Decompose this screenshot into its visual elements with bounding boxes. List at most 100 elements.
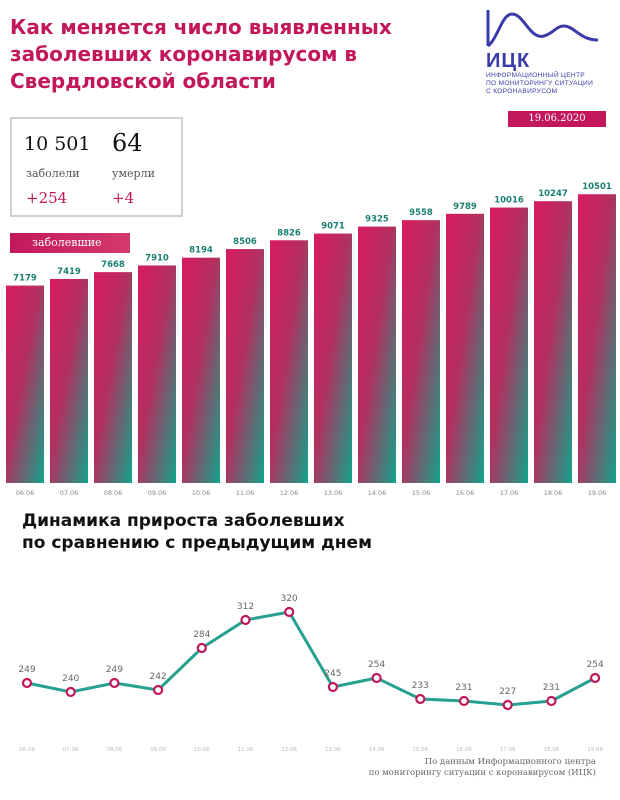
cases-delta: +254 <box>26 189 68 207</box>
cases-total: 10 501 <box>24 133 91 155</box>
growth-line <box>26 610 596 707</box>
bar-value-label: 9071 <box>321 222 345 232</box>
bar-x-tick-label: 10.06 <box>192 489 211 497</box>
bar-14.06 <box>358 226 396 483</box>
line-point-16.06 <box>458 695 470 707</box>
line-value-label: 312 <box>237 602 254 612</box>
bar-09.06 <box>138 265 176 483</box>
bar-x-tick-label: 12.06 <box>280 489 299 497</box>
line-x-tick-label: 06.06 <box>19 747 35 753</box>
bar-19.06 <box>578 194 616 483</box>
bar-value-label: 9558 <box>409 208 433 218</box>
logo-sub-line-1: ИНФОРМАЦИОННЫЙ ЦЕНТР <box>486 72 585 79</box>
line-point-11.06 <box>240 614 251 626</box>
line-point-10.06 <box>196 642 207 654</box>
line-value-label: 231 <box>543 683 560 693</box>
line-x-tick-label: 09.06 <box>150 747 166 753</box>
line-point-06.06 <box>21 677 33 689</box>
logo-wave-icon <box>486 10 599 48</box>
bar-x-tick-label: 11.06 <box>236 489 255 497</box>
line-value-label: 240 <box>62 674 79 684</box>
section-title-line-2: по сравнению с предыдущим днем <box>22 533 372 553</box>
line-x-tick-label: 17.06 <box>500 747 516 753</box>
logo-sub-line-2: ПО МОНИТОРИНГУ СИТУАЦИИ <box>486 80 594 87</box>
bar-x-tick-label: 13.06 <box>324 489 343 497</box>
logo-sub-line-3: С КОРОНАВИРУСОМ <box>486 88 558 95</box>
line-x-tick-label: 08.06 <box>107 747 123 753</box>
line-point-12.06 <box>284 606 295 618</box>
line-point-17.06 <box>502 699 513 711</box>
bar-12.06 <box>270 240 308 483</box>
bar-value-label: 7910 <box>145 253 169 263</box>
line-point-09.06 <box>153 684 164 696</box>
bar-x-tick-label: 15.06 <box>412 489 431 497</box>
line-value-label: 249 <box>106 665 123 675</box>
line-value-label: 254 <box>587 660 604 670</box>
line-point-15.06 <box>415 693 426 705</box>
bar-value-label: 10501 <box>582 182 612 192</box>
footer-line-1: По данным Информационного центра <box>424 757 596 767</box>
bar-value-label: 7179 <box>13 274 37 284</box>
bar-17.06 <box>490 207 528 483</box>
line-x-tick-label: 19.06 <box>587 747 603 753</box>
line-x-tick-label: 15.06 <box>412 747 428 753</box>
deaths-delta: +4 <box>112 189 135 207</box>
line-point-14.06 <box>371 672 382 684</box>
logo-subtitle: ИНФОРМАЦИОННЫЙ ЦЕНТР ПО МОНИТОРИНГУ СИТУ… <box>486 72 614 96</box>
line-x-tick-label: 16.06 <box>456 747 472 753</box>
bar-x-tick-label: 07.06 <box>60 489 79 497</box>
title-line-1: Как меняется число выявленных <box>10 15 392 39</box>
logo-name: ИЦК <box>486 50 531 72</box>
title-line-2: заболевших коронавирусом в <box>10 42 358 66</box>
line-chart: 249 06.06 240 07.06 249 08.06 242 09.06 284 10.06… <box>18 594 604 753</box>
line-value-label: 320 <box>281 594 298 604</box>
line-point-07.06 <box>65 686 76 698</box>
bar-x-tick-label: 16.06 <box>456 489 475 497</box>
stats-box: 10 501 заболели +254 64 умерли +4 <box>10 117 183 217</box>
bar-value-label: 7668 <box>101 260 125 270</box>
line-x-tick-label: 12.06 <box>281 747 297 753</box>
bar-value-label: 10016 <box>494 196 524 206</box>
bar-x-tick-label: 18.06 <box>544 489 563 497</box>
bar-value-label: 9325 <box>365 215 389 225</box>
line-value-label: 227 <box>499 687 516 697</box>
bar-value-label: 8826 <box>277 228 301 238</box>
line-x-tick-label: 13.06 <box>325 747 341 753</box>
bar-13.06 <box>314 233 352 483</box>
bar-08.06 <box>94 272 132 483</box>
date-badge: 19.06.2020 <box>508 111 606 127</box>
icc-logo: ИЦК ИНФОРМАЦИОННЫЙ ЦЕНТР ПО МОНИТОРИНГУ … <box>484 8 614 98</box>
bar-x-tick-label: 08.06 <box>104 489 123 497</box>
bar-x-tick-label: 09.06 <box>148 489 167 497</box>
bar-x-tick-label: 06.06 <box>16 489 35 497</box>
line-point-19.06 <box>589 672 601 684</box>
bar-x-tick-label: 14.06 <box>368 489 387 497</box>
bar-value-label: 10247 <box>538 189 568 199</box>
line-x-tick-label: 18.06 <box>544 747 560 753</box>
line-value-label: 245 <box>324 669 341 679</box>
bar-value-label: 9789 <box>453 202 477 212</box>
source-footer: По данным Информационного центра по мони… <box>369 757 596 779</box>
line-point-08.06 <box>109 677 120 689</box>
line-value-label: 284 <box>193 630 210 640</box>
line-x-tick-label: 07.06 <box>63 747 79 753</box>
line-value-label: 254 <box>368 660 385 670</box>
bar-15.06 <box>402 220 440 483</box>
bar-x-tick-label: 17.06 <box>500 489 519 497</box>
bar-value-label: 8194 <box>189 246 213 256</box>
line-value-label: 231 <box>455 683 472 693</box>
line-x-tick-label: 14.06 <box>369 747 385 753</box>
line-value-label: 233 <box>412 681 429 691</box>
footer-line-2: по мониторингу ситуации с коронавирусом … <box>368 768 596 778</box>
bar-06.06 <box>6 285 44 483</box>
section-title-growth: Динамика прироста заболевших по сравнени… <box>22 510 442 554</box>
line-point-18.06 <box>546 695 557 707</box>
deaths-total: 64 <box>112 129 143 157</box>
bar-10.06 <box>182 257 220 483</box>
deaths-label: умерли <box>112 167 155 180</box>
line-x-tick-label: 11.06 <box>238 747 254 753</box>
line-point-13.06 <box>327 681 338 693</box>
bar-18.06 <box>534 201 572 483</box>
line-value-label: 249 <box>18 665 35 675</box>
bar-11.06 <box>226 249 264 483</box>
